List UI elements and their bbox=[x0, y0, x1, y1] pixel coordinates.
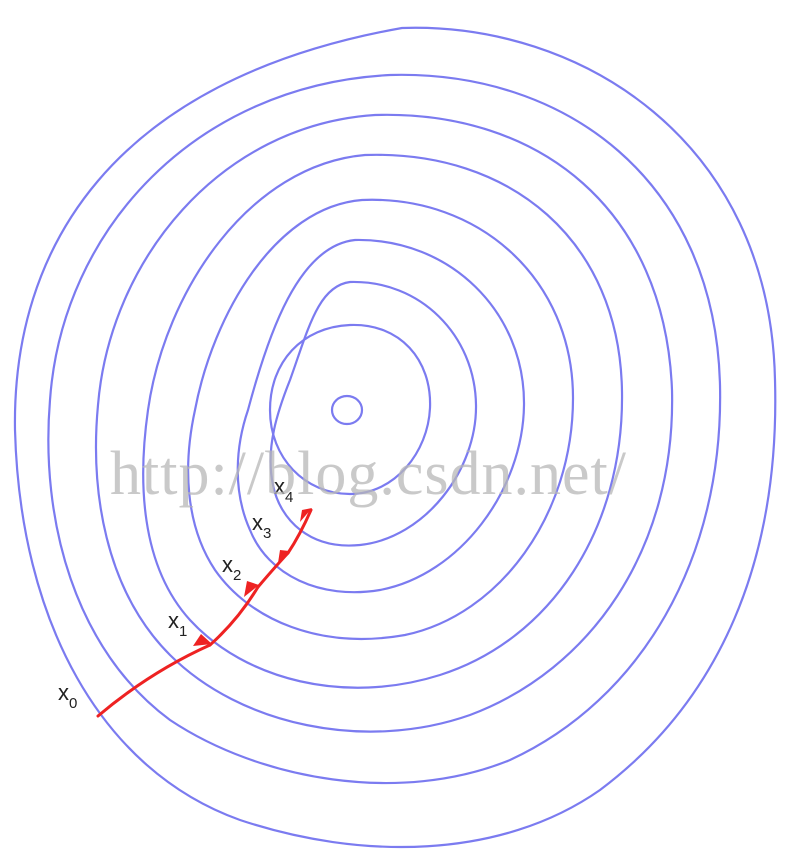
contour-line-1 bbox=[268, 323, 432, 496]
step-x2-x3 bbox=[256, 551, 290, 589]
step-x1-x2 bbox=[208, 585, 260, 647]
watermark-url: http://blog.csdn.net/ bbox=[110, 440, 627, 508]
contour-line-3 bbox=[236, 238, 526, 594]
contour-line-6 bbox=[94, 113, 674, 733]
label-x1: x1 bbox=[168, 608, 187, 640]
contour-line-4 bbox=[187, 198, 575, 640]
label-x2: x2 bbox=[222, 552, 241, 584]
contour-line-5 bbox=[142, 153, 624, 689]
contour-line-8 bbox=[13, 26, 777, 849]
arrowhead-x1 bbox=[193, 634, 212, 646]
iterate-labels: x0 x1 x2 x3 x4 bbox=[58, 474, 293, 712]
minimum-point bbox=[330, 394, 364, 426]
arrowhead-x4 bbox=[300, 508, 312, 522]
label-x3: x3 bbox=[252, 510, 271, 542]
step-x3-x4 bbox=[286, 508, 313, 555]
gradient-descent-path bbox=[96, 508, 313, 718]
label-x0: x0 bbox=[58, 680, 77, 712]
arrowhead-x3 bbox=[278, 550, 289, 563]
contour-line-7 bbox=[47, 73, 722, 785]
contour-line-2 bbox=[269, 280, 478, 547]
arrowhead-x2 bbox=[244, 581, 259, 597]
contour-lines bbox=[13, 26, 777, 849]
step-x0-x1 bbox=[96, 643, 212, 718]
label-x4: x4 bbox=[274, 474, 293, 506]
